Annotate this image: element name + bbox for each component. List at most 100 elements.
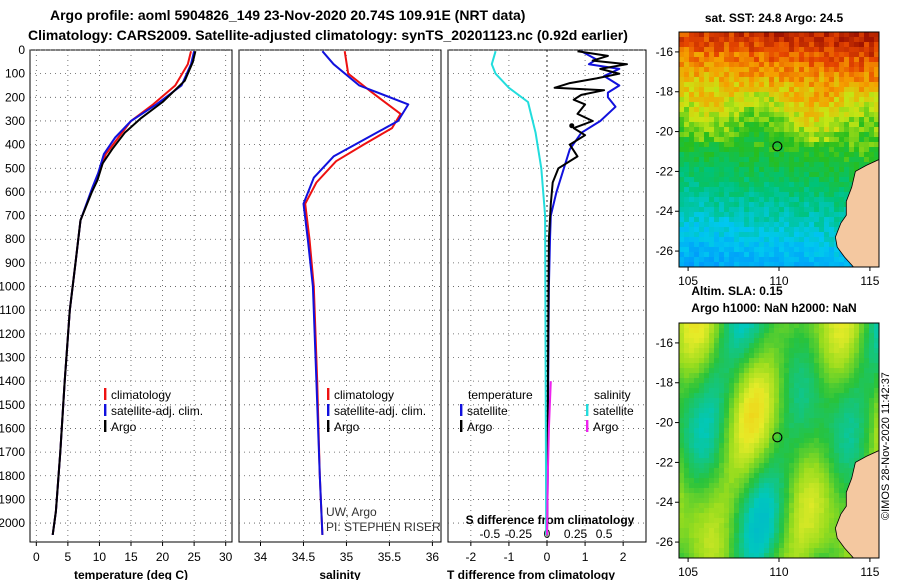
map-cell bbox=[754, 77, 760, 83]
map-cell bbox=[794, 67, 800, 73]
map-cell bbox=[769, 418, 775, 424]
map-cell bbox=[809, 378, 815, 384]
map-cell bbox=[774, 212, 780, 218]
map-cell bbox=[719, 187, 725, 193]
map-cell bbox=[744, 47, 750, 53]
map-cell bbox=[799, 232, 805, 238]
map-cell bbox=[754, 523, 760, 529]
map-cell bbox=[714, 212, 720, 218]
map-cell bbox=[784, 217, 790, 223]
map-cell bbox=[744, 147, 750, 153]
map-cell bbox=[724, 483, 730, 489]
map-cell bbox=[684, 393, 690, 399]
map-cell bbox=[789, 373, 795, 379]
map-cell bbox=[724, 488, 730, 494]
map-cell bbox=[804, 528, 810, 534]
map-cell bbox=[809, 323, 815, 329]
legend-swatch bbox=[460, 404, 463, 416]
map-cell bbox=[859, 328, 865, 334]
map-cell bbox=[739, 257, 745, 263]
map-cell bbox=[724, 207, 730, 213]
map-cell bbox=[764, 473, 770, 479]
y-tick-label: 0 bbox=[18, 43, 25, 57]
map-cell bbox=[839, 217, 845, 223]
map-cell bbox=[854, 162, 860, 168]
map-cell bbox=[759, 72, 765, 78]
map-cell bbox=[704, 348, 710, 354]
map-cell bbox=[799, 242, 805, 248]
map-cell bbox=[689, 513, 695, 519]
map-cell bbox=[734, 478, 740, 484]
x-tick-label: 34 bbox=[254, 550, 268, 564]
map-cell bbox=[789, 448, 795, 454]
map-cell bbox=[719, 222, 725, 228]
map-cell bbox=[729, 518, 735, 524]
map-cell bbox=[694, 348, 700, 354]
map-cell bbox=[709, 57, 715, 63]
map-cell bbox=[739, 52, 745, 58]
map-cell bbox=[784, 413, 790, 419]
map-cell bbox=[789, 187, 795, 193]
map-cell bbox=[779, 132, 785, 138]
map-cell bbox=[864, 57, 870, 63]
map-sst-field bbox=[679, 32, 879, 267]
map-cell bbox=[784, 423, 790, 429]
map-cell bbox=[694, 82, 700, 88]
map-cell bbox=[719, 37, 725, 43]
map-cell bbox=[744, 232, 750, 238]
map-cell bbox=[744, 543, 750, 549]
map-cell bbox=[684, 423, 690, 429]
x-axis-label: temperature (deg C) bbox=[74, 568, 188, 580]
map-cell bbox=[809, 92, 815, 98]
map-cell bbox=[709, 162, 715, 168]
map-cell bbox=[809, 62, 815, 68]
map-cell bbox=[759, 368, 765, 374]
x-tick-label: 36 bbox=[426, 550, 440, 564]
map-cell bbox=[694, 503, 700, 509]
map-cell bbox=[764, 162, 770, 168]
map-cell bbox=[714, 102, 720, 108]
map-cell bbox=[714, 257, 720, 263]
map-cell bbox=[774, 77, 780, 83]
map-cell bbox=[869, 147, 875, 153]
map-cell bbox=[779, 538, 785, 544]
map-cell bbox=[819, 157, 825, 163]
map-cell bbox=[764, 428, 770, 434]
map-cell bbox=[809, 398, 815, 404]
map-cell bbox=[804, 483, 810, 489]
map-cell bbox=[724, 403, 730, 409]
map-cell bbox=[799, 57, 805, 63]
map-cell bbox=[739, 443, 745, 449]
map-cell bbox=[814, 393, 820, 399]
map-cell bbox=[829, 132, 835, 138]
map-cell bbox=[854, 343, 860, 349]
map-cell bbox=[864, 97, 870, 103]
map-cell bbox=[719, 398, 725, 404]
map-cell bbox=[854, 132, 860, 138]
map-cell bbox=[759, 403, 765, 409]
map-cell bbox=[799, 463, 805, 469]
map-cell bbox=[764, 388, 770, 394]
map-cell bbox=[714, 373, 720, 379]
map-cell bbox=[724, 438, 730, 444]
map-cell bbox=[769, 152, 775, 158]
map-cell bbox=[824, 323, 830, 329]
map-cell bbox=[804, 488, 810, 494]
map-cell bbox=[829, 343, 835, 349]
map-cell bbox=[734, 197, 740, 203]
map-cell bbox=[864, 388, 870, 394]
map-cell bbox=[794, 177, 800, 183]
map-cell bbox=[759, 127, 765, 133]
map-cell bbox=[774, 323, 780, 329]
map-cell bbox=[689, 232, 695, 238]
map-cell bbox=[734, 252, 740, 258]
map-cell bbox=[849, 413, 855, 419]
map-cell bbox=[804, 393, 810, 399]
map-cell bbox=[859, 57, 865, 63]
map-cell bbox=[794, 212, 800, 218]
map-cell bbox=[794, 518, 800, 524]
map-cell bbox=[869, 92, 875, 98]
map-cell bbox=[754, 333, 760, 339]
map-cell bbox=[679, 157, 685, 163]
map-cell bbox=[819, 132, 825, 138]
